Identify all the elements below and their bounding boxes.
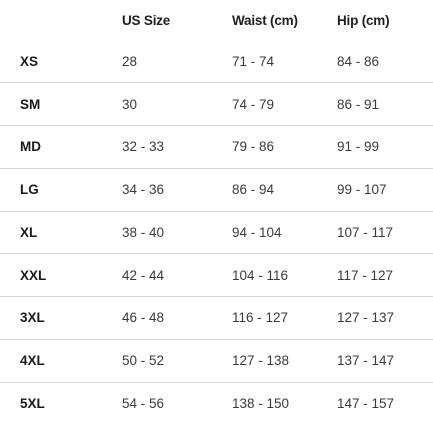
- size-label: LG: [20, 182, 39, 198]
- hip-value: 127 - 137: [337, 310, 395, 326]
- hip-value: 137 - 147: [337, 353, 395, 369]
- size-label: XS: [20, 53, 39, 69]
- waist-value: 116 - 127: [232, 310, 289, 326]
- table-row: SM 30 74 - 79 86 - 91: [0, 83, 433, 126]
- us-size-value: 32 - 33: [122, 139, 165, 155]
- size-label: XXL: [20, 267, 47, 283]
- waist-value: 127 - 138: [232, 353, 290, 369]
- waist-value: 79 - 86: [232, 139, 275, 155]
- table-row: XS 28 71 - 74 84 - 86: [0, 40, 433, 83]
- us-size-value: 42 - 44: [122, 267, 165, 283]
- us-size-value: 38 - 40: [122, 224, 165, 240]
- table-row: LG 34 - 36 86 - 94 99 - 107: [0, 168, 433, 211]
- us-size-value: 54 - 56: [122, 396, 165, 412]
- us-size-value: 46 - 48: [122, 310, 165, 326]
- waist-value: 104 - 116: [232, 267, 289, 283]
- us-size-value: 34 - 36: [122, 182, 165, 198]
- table-row: 4XL 50 - 52 127 - 138 137 - 147: [0, 339, 433, 382]
- hip-value: 84 - 86: [337, 53, 380, 69]
- hip-value: 107 - 117: [337, 224, 394, 240]
- waist-value: 71 - 74: [232, 53, 275, 69]
- table-row: MD 32 - 33 79 - 86 91 - 99: [0, 126, 433, 169]
- us-size-value: 28: [122, 53, 138, 69]
- table-row: XL 38 - 40 94 - 104 107 - 117: [0, 211, 433, 254]
- size-label: MD: [20, 139, 41, 155]
- waist-value: 86 - 94: [232, 182, 275, 198]
- header-hip: Hip (cm): [337, 12, 390, 28]
- waist-value: 94 - 104: [232, 224, 282, 240]
- hip-value: 99 - 107: [337, 182, 387, 198]
- size-label: 3XL: [20, 310, 45, 326]
- us-size-value: 50 - 52: [122, 353, 165, 369]
- hip-value: 117 - 127: [337, 267, 394, 283]
- size-chart-header: US Size Waist (cm) Hip (cm): [0, 0, 433, 40]
- size-label: 5XL: [20, 396, 45, 412]
- header-size: [0, 0, 102, 40]
- size-label: SM: [20, 96, 41, 112]
- table-row: 3XL 46 - 48 116 - 127 127 - 137: [0, 297, 433, 340]
- hip-value: 86 - 91: [337, 96, 380, 112]
- us-size-value: 30: [122, 96, 138, 112]
- table-row: 5XL 54 - 56 138 - 150 147 - 157: [0, 382, 433, 425]
- header-us-size: US Size: [122, 12, 171, 28]
- hip-value: 147 - 157: [337, 396, 395, 412]
- size-chart-body: XS 28 71 - 74 84 - 86 SM 30 74 - 79 86 -…: [0, 40, 433, 425]
- size-label: XL: [20, 224, 38, 240]
- size-label: 4XL: [20, 353, 45, 369]
- waist-value: 74 - 79: [232, 96, 275, 112]
- hip-value: 91 - 99: [337, 139, 380, 155]
- header-waist: Waist (cm): [232, 12, 298, 28]
- waist-value: 138 - 150: [232, 396, 290, 412]
- header-row: US Size Waist (cm) Hip (cm): [0, 0, 433, 40]
- table-row: XXL 42 - 44 104 - 116 117 - 127: [0, 254, 433, 297]
